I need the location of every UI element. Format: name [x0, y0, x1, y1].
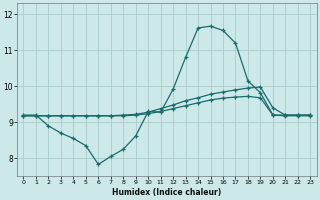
X-axis label: Humidex (Indice chaleur): Humidex (Indice chaleur) [112, 188, 221, 197]
